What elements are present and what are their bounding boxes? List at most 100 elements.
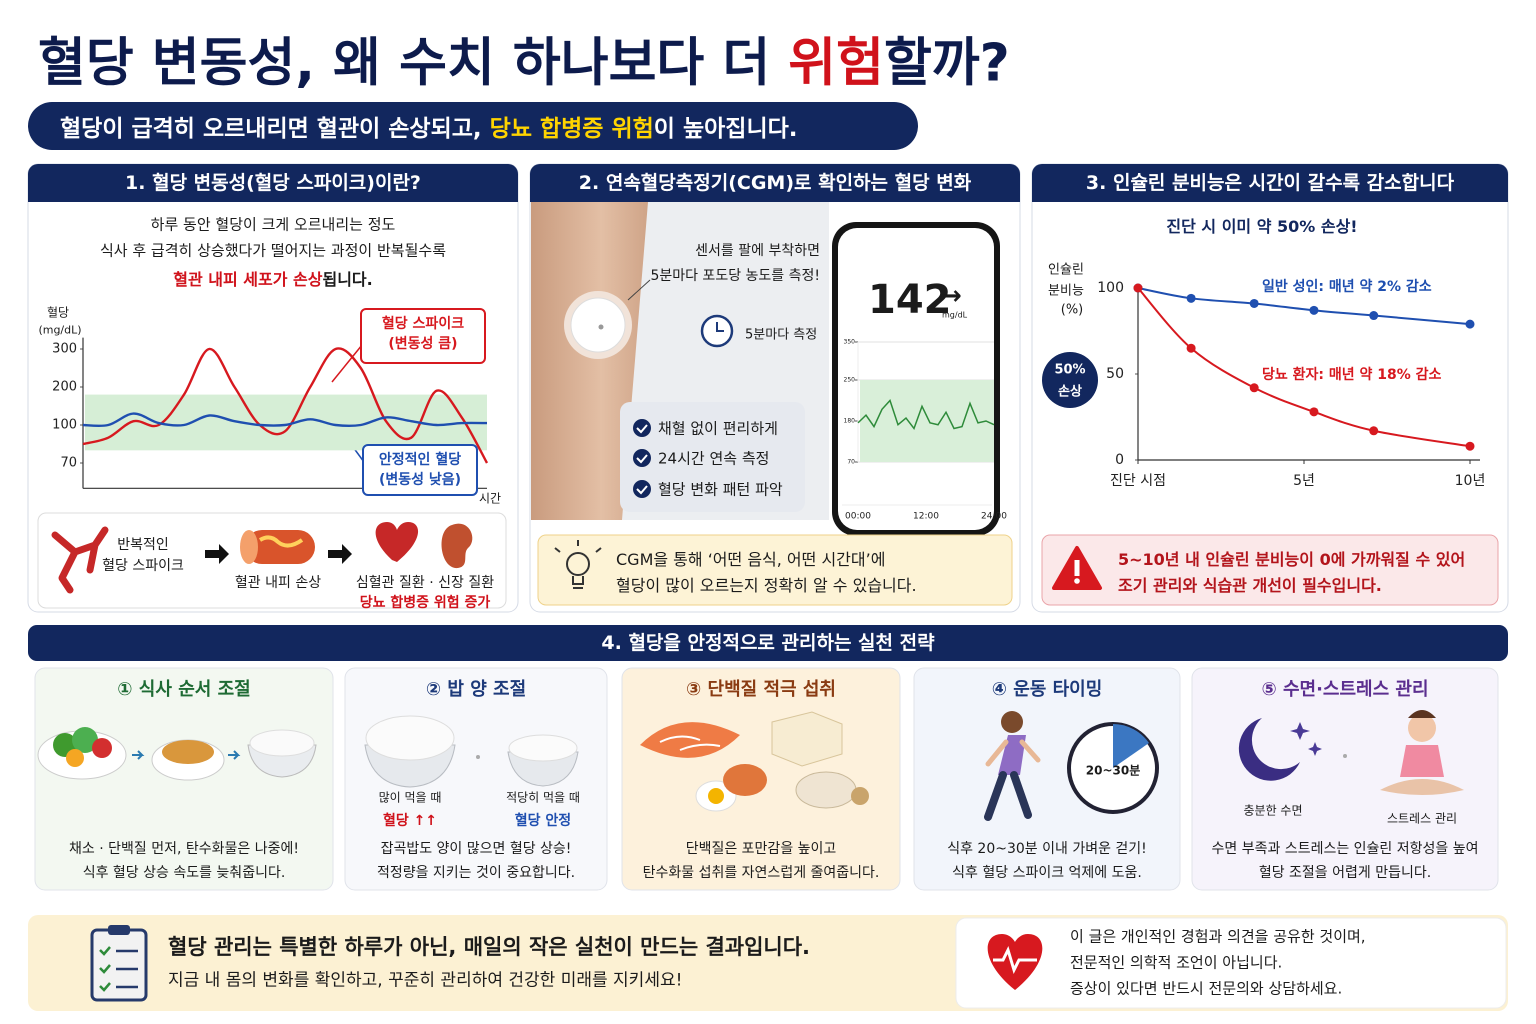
annotation-line: 안정적인 혈당 [378,452,462,468]
clipboard-icon [90,925,148,1002]
title-part: 혈당 변동성, 왜 수치 하나보다 더 [38,33,789,94]
point [1309,407,1319,417]
check-item: 채혈 없이 편리하게 [658,419,778,438]
badge-text: 50% [1054,362,1086,378]
y-tick-label: 0 [1115,452,1124,468]
intro-emphasis: 혈관 내피 세포가 손상됩니다. [173,266,372,290]
card-text: 탄수화물 섭취를 자연스럽게 줄여줍니다. [642,865,880,881]
check-item: 24시간 연속 측정 [658,449,770,468]
x-tick-label: 00:00 [845,512,871,522]
badge-text: 손상 [1058,384,1082,400]
point [1249,298,1259,308]
heart-icon [987,934,1043,990]
intro-line: 하루 동안 혈당이 크게 오르내리는 정도 [150,215,396,234]
disclaimer-line: 증상이 있다면 반드시 전문의와 상담하세요. [1070,979,1343,998]
intro-line: 식사 후 급격히 상승했다가 떨어지는 과정이 반복될수록 [99,241,447,260]
point [1465,441,1475,451]
subtitle-part: 혈당이 급격히 오르내리면 혈관이 손상되고, [60,116,490,142]
card-status: 혈당 ↑↑ [382,813,438,829]
annotation-line: (변동성 큼) [388,336,458,352]
warning-line: 5~10년 내 인슐린 분비능이 0에 가까워질 수 있어 [1118,550,1466,569]
y-tick-label: 350 [844,339,856,346]
warning-mark [1074,578,1080,584]
panel-title: 4. 혈당을 안정적으로 관리하는 실천 전략 [601,632,935,654]
y-tick-label: 100 [1097,280,1124,296]
vessel [51,526,109,594]
card-caption: 스트레스 관리 [1386,811,1458,826]
tip-line: CGM을 통해 ‘어떤 음식, 어떤 시간대’에 [616,550,886,569]
check-icons [633,419,651,498]
flow-step: 심혈관 질환 · 신장 질환 [355,575,495,591]
annotation-line: (변동성 낮음) [378,472,462,488]
x-tick-label: 12:00 [913,512,939,522]
series-label: 당뇨 환자: 매년 약 18% 감소 [1262,366,1442,383]
point [1309,305,1319,315]
tip-box [537,534,1013,606]
point [1369,426,1379,436]
point [1133,283,1143,293]
disclaimer-line: 전문적인 의학적 조언이 아닙니다. [1070,953,1283,972]
y-tick-label: 100 [52,418,77,433]
y-tick-label: 70 [847,459,855,466]
emphasis-red: 혈관 내피 세포가 손상 [173,270,323,289]
warning-box [1041,534,1499,606]
heart-icon [375,522,419,562]
panel-title: 3. 인슐린 분비능은 시간이 갈수록 감소합니다 [1085,172,1455,194]
y-tick-label: 180 [844,418,856,425]
point [1249,383,1259,393]
card-title: ③ 단백질 적극 섭취 [686,679,836,700]
point [1465,319,1475,329]
card-text: 혈당 조절을 어렵게 만듭니다. [1258,865,1432,881]
pulse [993,945,1037,975]
plots: 70 100 200 300 70 180 250 350 00:00 12:00 24:00 0 50… [52,278,1485,522]
header-bar [530,184,1020,202]
x-tick-label: 5년 [1293,473,1315,489]
kidney-icon [441,523,473,569]
card-caption: 적당히 먹을 때 [506,790,580,805]
annotation-line: 혈당 스파이크 [381,316,465,332]
series-line [82,347,489,464]
card-caption: 많이 먹을 때 [378,790,442,805]
annotation: 혈당 스파이크 (변동성 큼) [360,308,486,364]
card-text: 수면 부족과 스트레스는 인슐린 저항성을 높여 [1211,841,1479,857]
vessel-icon [51,526,109,594]
check-marks [636,424,648,495]
series-line [857,399,995,430]
card5-art [1238,710,1464,795]
y-tick-label: 50 [1106,366,1124,382]
check-item: 혈당 변화 패턴 파악 [658,480,783,499]
subtitle-highlight: 당뇨 합병증 위험 [489,116,654,142]
y-axis-label: 혈당 [46,305,70,320]
target-band [860,380,994,462]
clock-icon [700,314,734,348]
disclaimer-line: 이 글은 개인적인 경험과 의견을 공유한 것이며, [1070,927,1366,946]
y-tick-label: 300 [52,342,77,357]
card1-art [37,727,317,781]
flow-step: 혈관 내피 손상 [234,575,322,591]
header-bar [28,184,518,202]
cgm-reading: 142 [868,277,952,323]
y-axis-label: 분비능 [1048,283,1084,299]
clock-label: 5분마다 측정 [745,327,818,343]
x-tick-label: 24:00 [981,512,1007,522]
card-caption: 충분한 수면 [1243,803,1303,818]
clock-label: 20~30분 [1085,763,1141,778]
card-text: 적정량을 지키는 것이 중요합니다. [376,865,576,881]
phone-screen [838,228,994,530]
flow-result: 당뇨 합병증 위험 증가 [359,595,491,611]
arrow [328,544,352,564]
header-bar [1032,184,1508,202]
card3-art [640,711,869,812]
card-title: ④ 운동 타이밍 [991,679,1103,700]
footer-message: 혈당 관리는 특별한 하루가 아닌, 매일의 작은 실천이 만드는 결과입니다. [168,935,811,959]
sensor [570,297,626,353]
flow-step: 반복적인 [117,537,169,553]
checks-box [620,402,805,512]
y-tick-label: 70 [60,456,77,471]
card-title: ① 식사 순서 조절 [117,679,251,700]
x-axis-label: 시간 [478,491,502,506]
card-text: 식후 20~30분 이내 가벼운 걷기! [947,841,1147,857]
artery-icon [240,530,315,564]
connector [331,344,363,383]
